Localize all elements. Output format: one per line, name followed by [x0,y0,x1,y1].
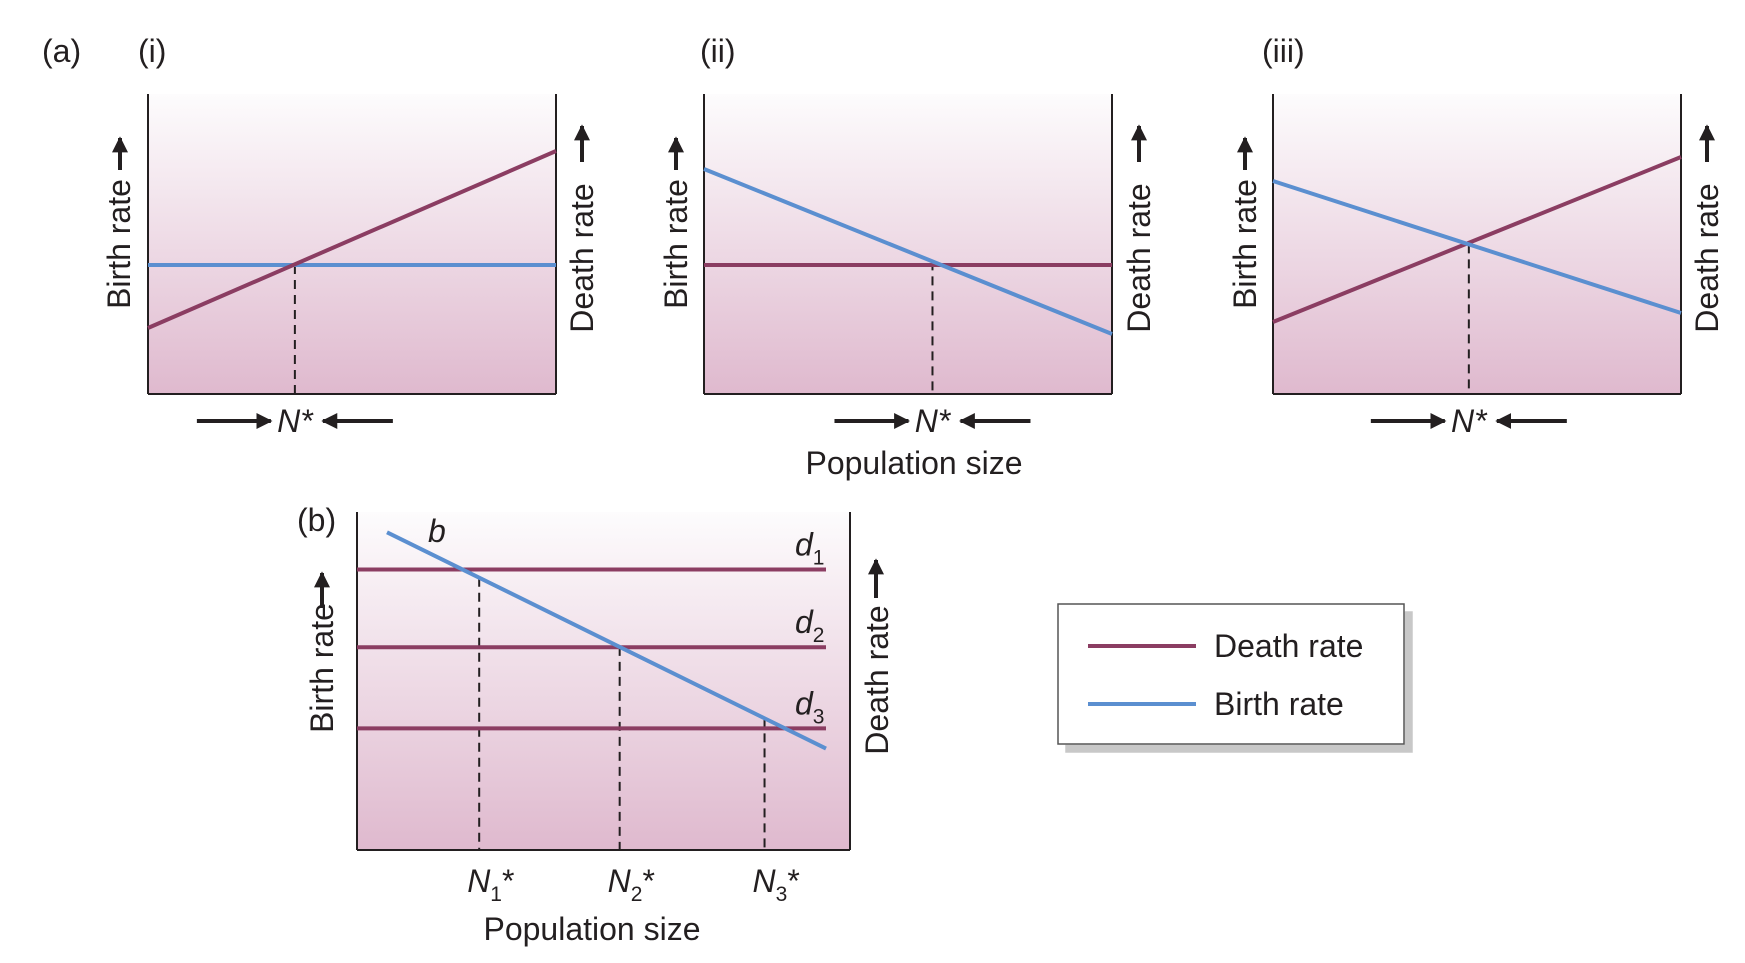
birth-rate-axis-label: Birth rate [101,179,137,309]
panel-b-label: (b) [297,502,336,538]
legend-box [1057,603,1405,745]
equilibrium-marker: N* [196,403,393,439]
death-rate-axis-label: Death rate [1121,183,1157,332]
equilibrium-label-2: N2* [608,863,655,906]
subpanel-iii-label: (iii) [1262,33,1305,69]
death-rate-axis-label: Death rate [564,183,600,332]
equilibrium-label-3: N3* [753,863,800,906]
plot-background [148,94,556,394]
equilibrium-label: N* [1451,403,1488,439]
death-rate-axis-label: Death rate [1689,183,1725,332]
equilibrium-label-1: N1* [467,863,514,906]
equilibrium-marker: N* [1370,403,1567,439]
subpanel-ii-label: (ii) [700,33,736,69]
death-rate-line [1272,155,1682,324]
plot-background [704,94,1112,394]
birth-rate-axis-label: Birth rate [658,179,694,309]
equilibrium-marker: N* [834,403,1031,439]
subpanel-ii: (ii) Birth rate Death rate N* [658,33,1157,439]
equilibrium-label: N* [915,403,952,439]
legend: Death rate Birth rate [1057,603,1405,745]
birth-rate-axis-label: Birth rate [1227,179,1263,309]
death-rate-line [147,149,557,330]
birth-rate-line [386,530,827,751]
birth-rate-line [703,167,1113,336]
birth-curve-label: b [428,513,446,549]
subpanel-iii: (iii) Birth rate Death rate N* [1227,33,1725,439]
equilibrium-label: N* [277,403,314,439]
birth-rate-axis-label: Birth rate [304,603,340,733]
subpanel-i-label: (i) [138,33,166,69]
panel-b-x-axis-label: Population size [483,911,700,947]
panel-a-x-axis-label: Population size [805,445,1022,481]
panel-a-label: (a) [42,33,81,69]
legend-label-birth: Birth rate [1214,686,1344,722]
death-rate-axis-label: Death rate [859,605,895,754]
plot-background [1273,94,1681,394]
plot-background [357,512,850,850]
birth-rate-line [1272,179,1682,315]
legend-label-death: Death rate [1214,628,1363,664]
subpanel-i: (i) Birth rate Death rate N* [101,33,600,439]
